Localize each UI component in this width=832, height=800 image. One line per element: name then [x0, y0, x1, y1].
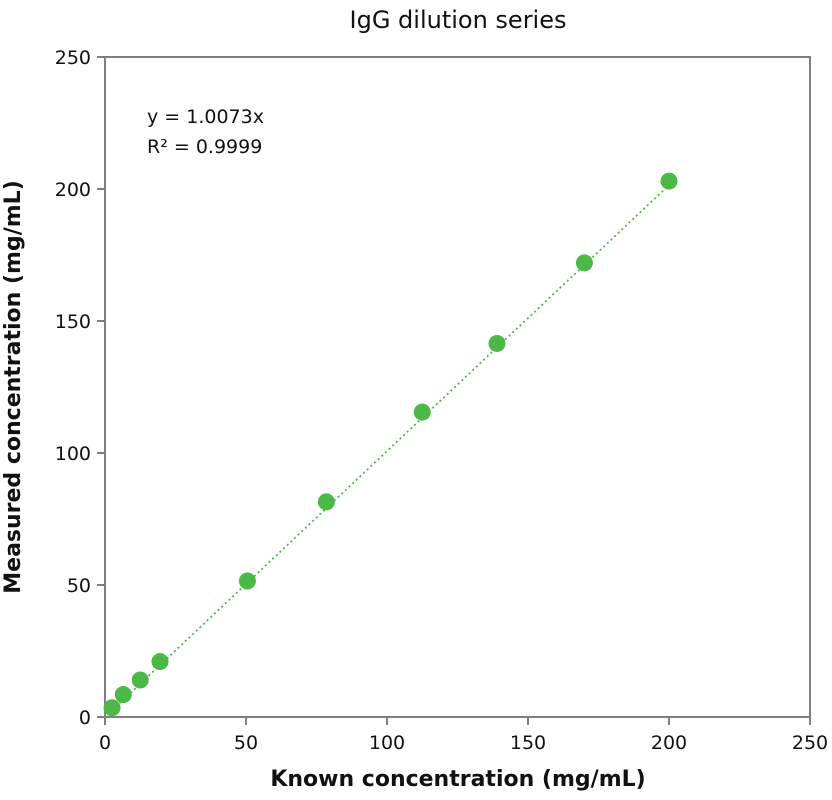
data-point [131, 671, 149, 689]
y-tick-label: 150 [55, 311, 91, 333]
y-tick-label: 50 [67, 575, 91, 597]
y-tick-label: 0 [79, 707, 91, 729]
x-tick-label: 0 [99, 732, 111, 754]
data-point [317, 493, 335, 511]
x-tick-label: 50 [234, 732, 258, 754]
x-tick-label: 250 [792, 732, 828, 754]
chart-title: IgG dilution series [350, 6, 567, 34]
plot-frame [104, 56, 811, 718]
data-point [575, 254, 593, 272]
x-axis-label: Known concentration (mg/mL) [270, 767, 645, 792]
data-points [103, 172, 678, 717]
data-point [103, 699, 121, 717]
x-tick-label: 200 [651, 732, 687, 754]
y-tick-label: 100 [55, 443, 91, 465]
data-point [413, 403, 431, 421]
x-tick-label: 150 [510, 732, 546, 754]
data-point [238, 572, 256, 590]
tick-group: 0 50 100 150 200 250 0 50 100 150 200 250 [55, 47, 828, 754]
y-tick-label: 250 [55, 47, 91, 69]
equation-annotation: y = 1.0073x [147, 106, 264, 128]
data-point [488, 334, 506, 352]
y-tick-label: 200 [55, 179, 91, 201]
data-point [114, 686, 132, 704]
r-squared-annotation: R² = 0.9999 [147, 136, 262, 158]
data-point [151, 653, 169, 671]
y-axis-label: Measured concentration (mg/mL) [1, 180, 26, 594]
data-point [660, 172, 678, 190]
x-tick-label: 100 [369, 732, 405, 754]
